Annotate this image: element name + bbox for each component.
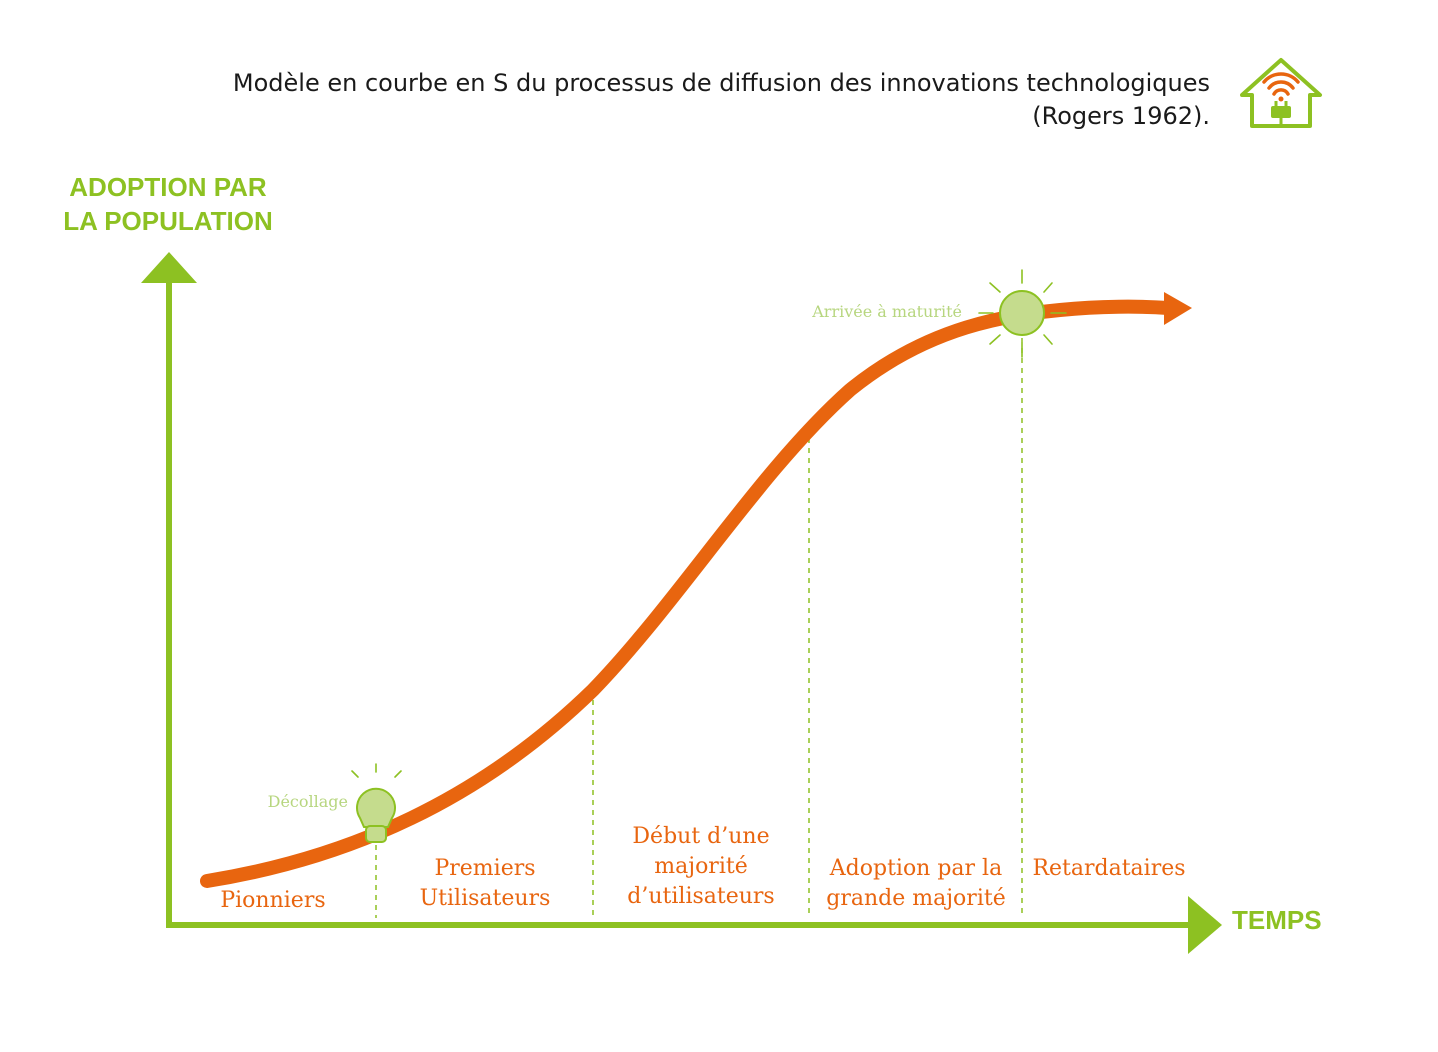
sun-icon bbox=[978, 269, 1067, 358]
phase-label-line: Retardataires bbox=[1032, 856, 1185, 881]
phase-label-line: Premiers bbox=[434, 856, 535, 881]
phase-label-line: majorité bbox=[654, 854, 747, 879]
phase-pionniers: Pionniers bbox=[220, 888, 325, 913]
y-axis bbox=[141, 252, 197, 925]
lightbulb-icon bbox=[351, 763, 402, 843]
x-axis-label: TEMPS bbox=[1232, 905, 1322, 935]
maturity-label: Arrivée à maturité bbox=[811, 302, 962, 321]
house-plug-wifi-icon bbox=[1240, 58, 1322, 128]
phase-debut-majorite: Début d’une majorité d’utilisateurs bbox=[627, 824, 774, 909]
phase-label-line: Pionniers bbox=[220, 888, 325, 913]
phase-label-line: d’utilisateurs bbox=[627, 884, 774, 909]
phase-label-line: Début d’une bbox=[632, 824, 769, 849]
adoption-s-curve bbox=[200, 292, 1192, 888]
phase-label-line: grande majorité bbox=[826, 886, 1005, 911]
phase-label-line: Adoption par la bbox=[829, 856, 1002, 881]
y-axis-label-line-1: ADOPTION PAR bbox=[69, 172, 267, 202]
y-axis-label-line-2: LA POPULATION bbox=[63, 206, 272, 236]
phase-grande-majorite: Adoption par la grande majorité bbox=[826, 856, 1005, 911]
phase-retardataires: Retardataires bbox=[1032, 856, 1185, 881]
phase-label-line: Utilisateurs bbox=[420, 886, 551, 911]
title-line-1: Modèle en courbe en S du processus de di… bbox=[233, 69, 1210, 97]
phase-premiers-utilisateurs: Premiers Utilisateurs bbox=[420, 856, 551, 911]
takeoff-label: Décollage bbox=[268, 792, 348, 811]
title-line-2: (Rogers 1962). bbox=[1032, 102, 1210, 130]
x-axis bbox=[166, 896, 1222, 954]
